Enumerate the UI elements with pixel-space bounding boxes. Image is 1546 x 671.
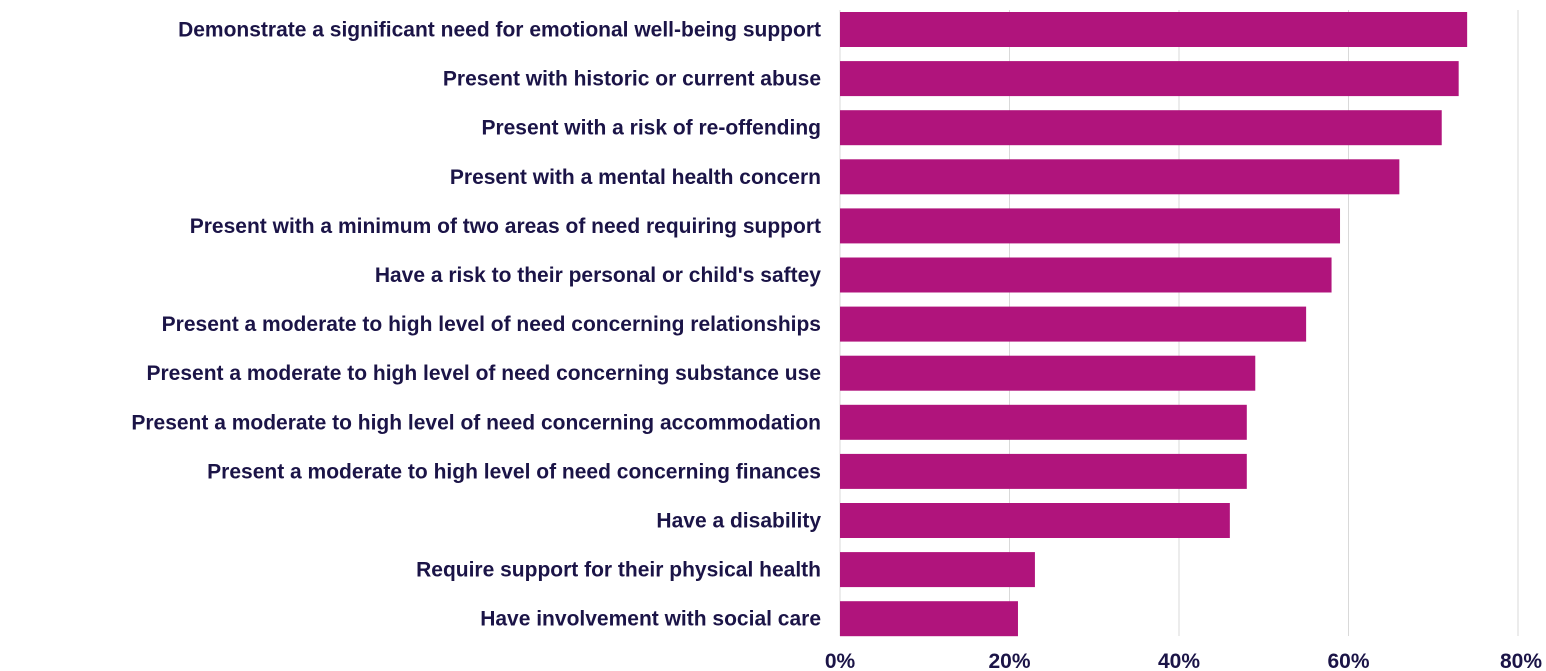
- bar: [840, 208, 1341, 244]
- bars: [840, 12, 1468, 637]
- bar: [840, 503, 1230, 538]
- bar: [840, 601, 1018, 637]
- bar: [840, 355, 1256, 391]
- category-label: Present a moderate to high level of need…: [162, 313, 821, 336]
- category-label: Demonstrate a significant need for emoti…: [178, 19, 821, 42]
- category-label: Present with a mental health concern: [450, 166, 821, 189]
- x-tick-label: 80%: [1500, 650, 1542, 671]
- x-tick-label: 40%: [1158, 650, 1200, 671]
- bar: [840, 552, 1035, 588]
- bar: [840, 159, 1400, 195]
- x-axis-tick-labels: 0% 20% 40% 60% 80%: [825, 650, 1543, 671]
- bar: [840, 110, 1442, 146]
- category-label: Require support for their physical healt…: [416, 559, 821, 582]
- category-labels: Demonstrate a significant need for emoti…: [131, 19, 821, 631]
- bar: [840, 453, 1247, 489]
- category-label: Present a moderate to high level of need…: [131, 411, 821, 434]
- bar: [840, 404, 1247, 440]
- bar: [840, 61, 1459, 97]
- bar: [840, 12, 1468, 47]
- x-tick-label: 20%: [988, 650, 1030, 671]
- category-label: Have involvement with social care: [480, 608, 821, 631]
- category-label: Present a moderate to high level of need…: [146, 362, 821, 385]
- category-label: Present a moderate to high level of need…: [207, 460, 821, 483]
- category-label: Present with historic or current abuse: [443, 68, 821, 91]
- x-tick-label: 0%: [825, 650, 856, 671]
- category-label: Present with a risk of re-offending: [481, 117, 821, 140]
- x-tick-label: 60%: [1327, 650, 1369, 671]
- bar: [840, 306, 1307, 342]
- category-label: Present with a minimum of two areas of n…: [190, 215, 821, 238]
- category-label: Have a disability: [656, 510, 821, 533]
- bar: [840, 257, 1332, 293]
- category-label: Have a risk to their personal or child's…: [375, 264, 821, 287]
